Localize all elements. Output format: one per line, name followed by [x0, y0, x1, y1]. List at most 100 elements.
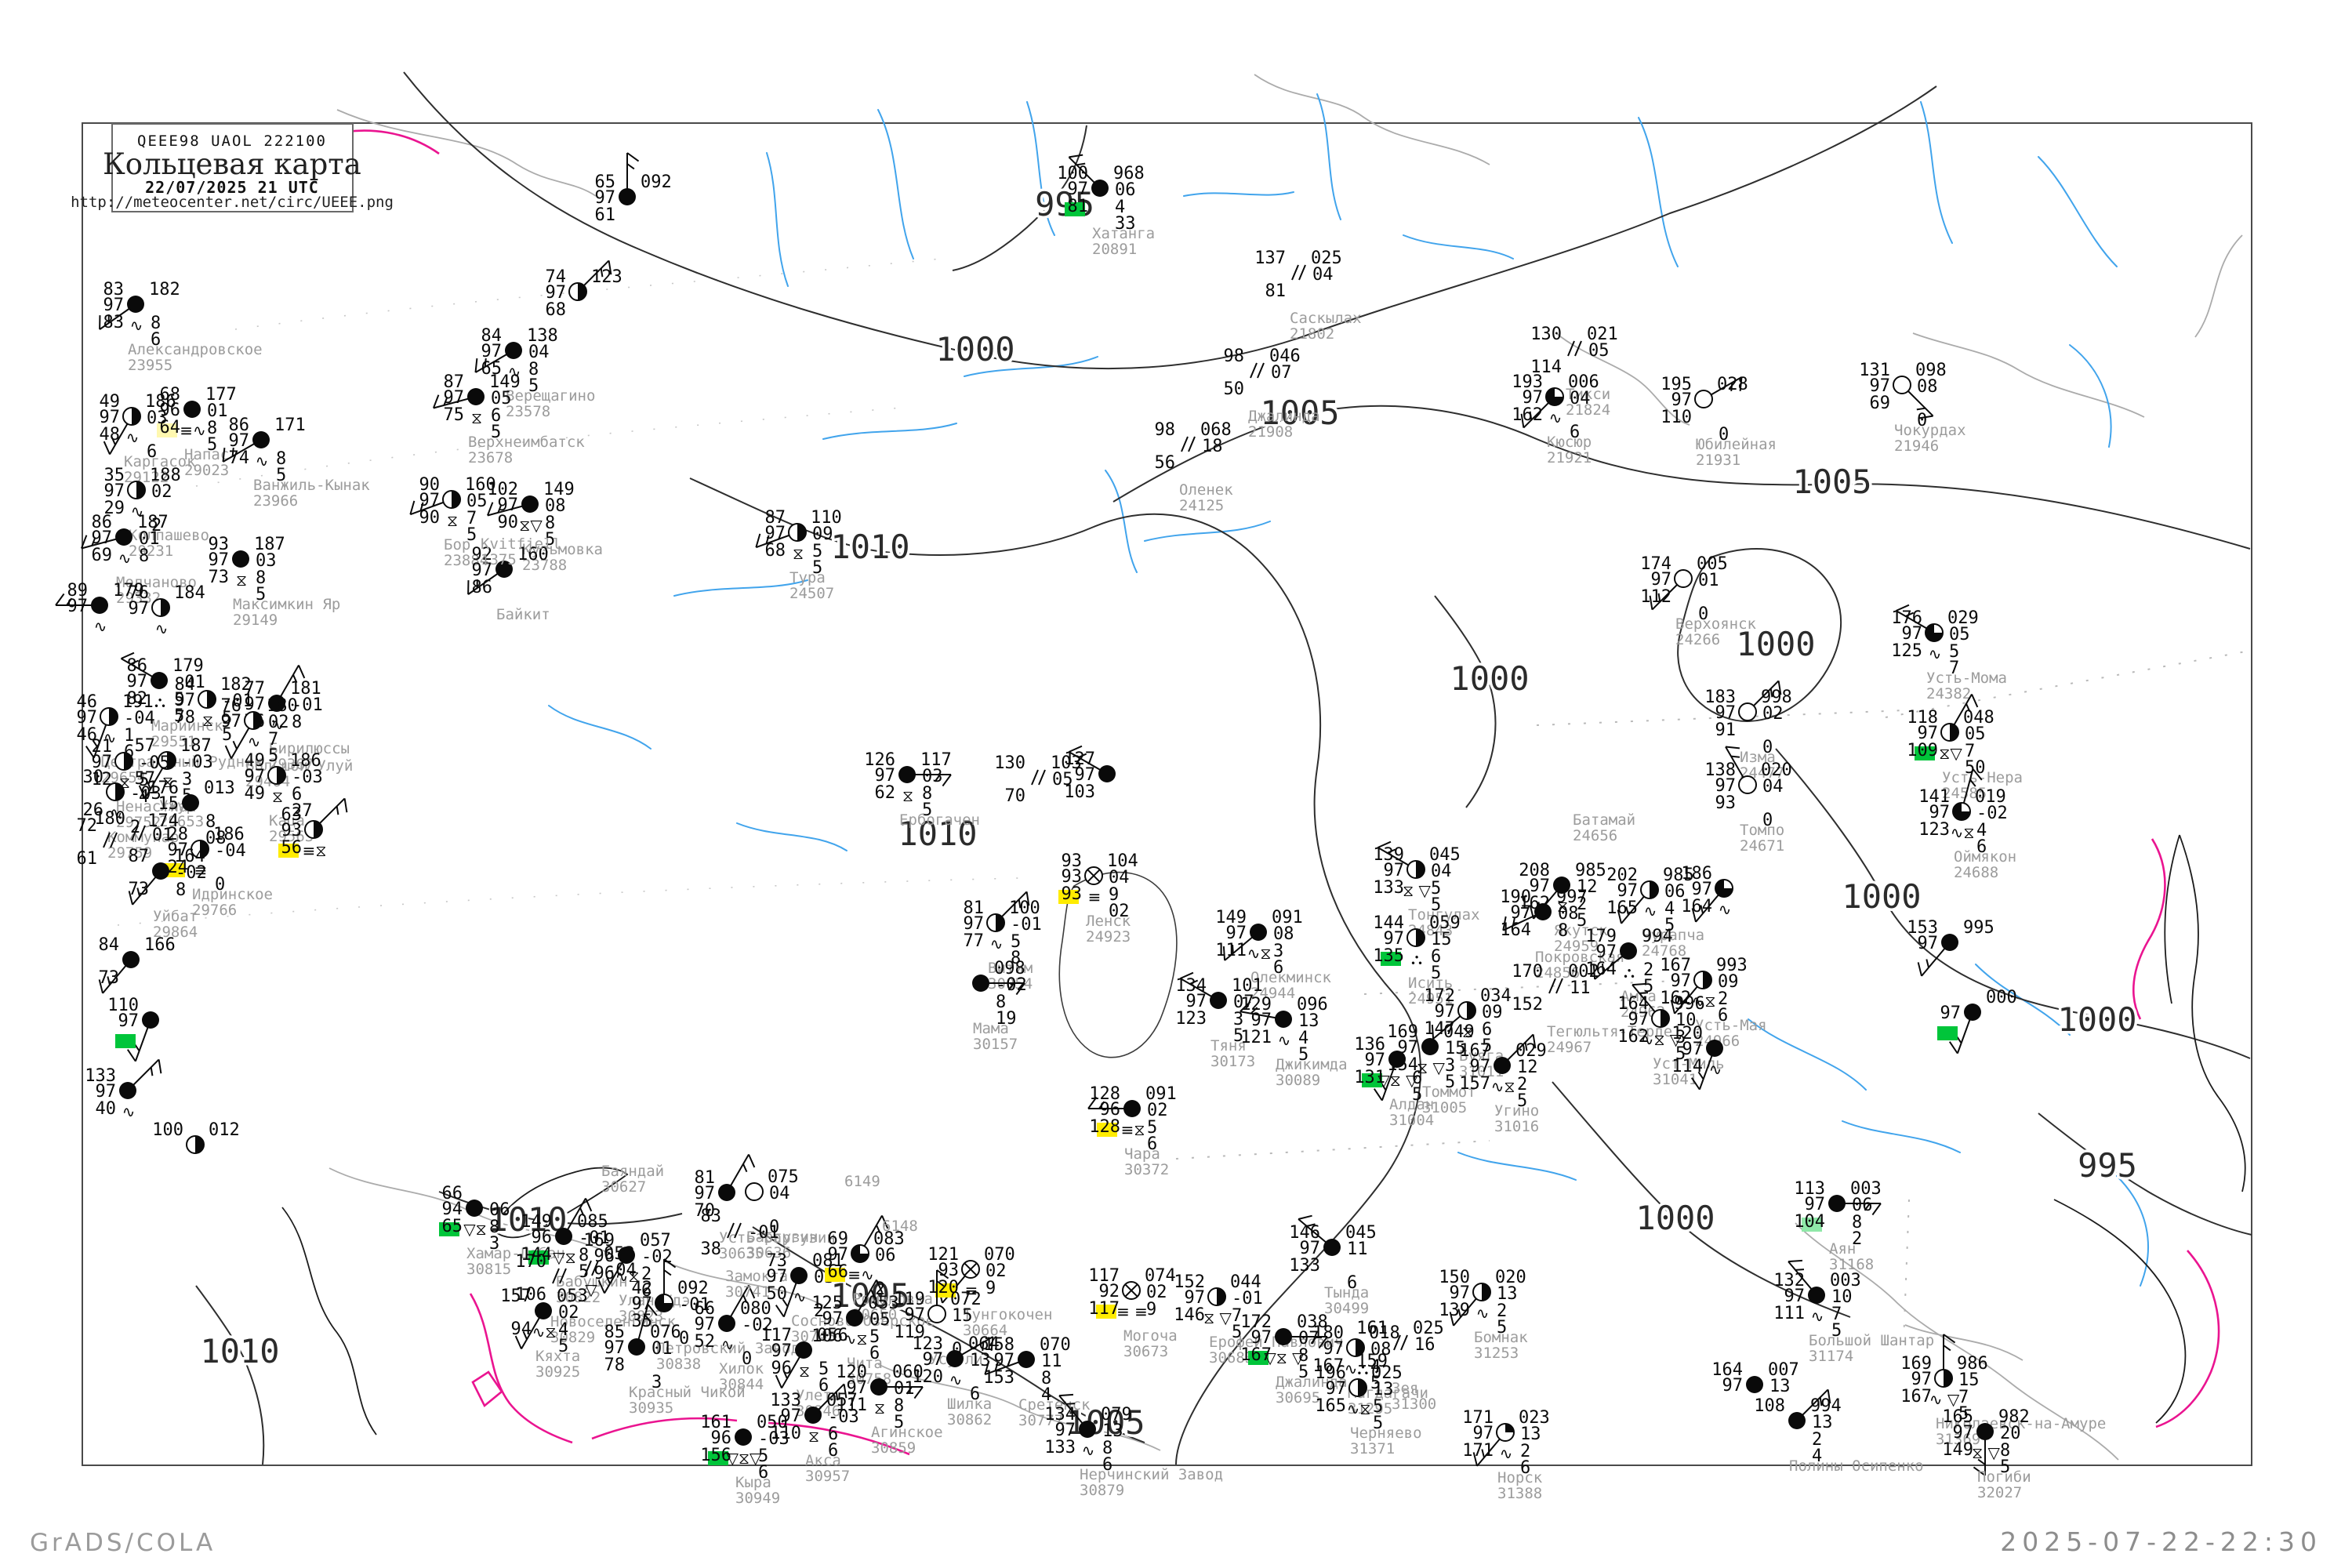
svg-text:29766: 29766	[192, 902, 237, 919]
gray-map-label: 6149	[844, 1173, 880, 1190]
svg-text:13: 13	[1769, 1377, 1791, 1396]
svg-text:4: 4	[1812, 1446, 1822, 1466]
svg-text:30173: 30173	[1210, 1053, 1255, 1070]
svg-text:0: 0	[215, 875, 225, 895]
svg-text:97: 97	[1384, 929, 1405, 949]
svg-text:29752: 29752	[116, 814, 161, 831]
svg-text:118: 118	[1907, 708, 1938, 728]
svg-text:04: 04	[528, 343, 550, 362]
svg-text:97: 97	[67, 597, 89, 616]
svg-text:Мама: Мама	[973, 1020, 1009, 1037]
svg-text:135: 135	[1373, 946, 1404, 966]
svg-text:Александровское: Александровское	[128, 341, 263, 358]
svg-text:208: 208	[1519, 861, 1550, 880]
gray-map-label: 6148	[882, 1218, 918, 1235]
svg-text:05: 05	[869, 1310, 891, 1330]
svg-text:46: 46	[77, 725, 98, 745]
svg-text:3: 3	[182, 770, 192, 789]
svg-text:-03: -03	[130, 784, 162, 804]
svg-text:Ербогачен: Ербогачен	[899, 811, 980, 829]
svg-text:074: 074	[1145, 1266, 1176, 1286]
svg-text:06: 06	[875, 1246, 896, 1265]
svg-text:Ерофей Павлович: Ерофей Павлович	[1209, 1334, 1344, 1351]
svg-text:6: 6	[1520, 1458, 1530, 1478]
svg-text:-02: -02	[742, 1316, 773, 1335]
svg-text:02: 02	[558, 1303, 579, 1323]
svg-text:111: 111	[1773, 1304, 1805, 1323]
svg-text:4: 4	[1041, 1385, 1051, 1405]
svg-text:06: 06	[1115, 180, 1136, 200]
svg-text:080: 080	[740, 1299, 771, 1319]
svg-text:02: 02	[1147, 1101, 1168, 1120]
svg-text:13: 13	[1497, 1284, 1518, 1304]
svg-text:Бомнак: Бомнак	[1474, 1329, 1528, 1346]
svg-text:Чита: Чита	[847, 1355, 883, 1372]
isobar-label: 1005	[1260, 394, 1339, 432]
station-plot: 72 61	[77, 816, 118, 869]
svg-text:33: 33	[1115, 214, 1136, 234]
svg-text:30372: 30372	[1124, 1161, 1169, 1178]
svg-text:025: 025	[1371, 1363, 1403, 1383]
svg-text:⧖: ⧖	[272, 787, 283, 806]
svg-text:29551: 29551	[151, 733, 196, 750]
svg-text:085: 085	[577, 1212, 608, 1232]
svg-text:83: 83	[103, 313, 125, 332]
svg-text:059: 059	[1429, 913, 1461, 933]
svg-text:73: 73	[767, 1251, 788, 1271]
svg-text:044: 044	[1230, 1272, 1261, 1292]
svg-text:Томмот: Томмот	[1422, 1083, 1476, 1101]
svg-text:180: 180	[94, 809, 125, 829]
svg-text:12: 12	[1577, 877, 1598, 897]
svg-text:Колпашево: Колпашево	[129, 527, 209, 544]
svg-text:5: 5	[1517, 1091, 1527, 1111]
svg-text:93: 93	[1715, 793, 1737, 813]
svg-text:Чара: Чара	[1124, 1145, 1160, 1163]
svg-text:Бабушкин: Бабушкин	[556, 1273, 628, 1290]
svg-text:86: 86	[92, 513, 113, 532]
svg-text:97: 97	[632, 1294, 653, 1314]
svg-text:187: 187	[180, 736, 212, 756]
svg-text:131: 131	[1354, 1068, 1385, 1087]
svg-text:075: 075	[768, 1167, 799, 1187]
svg-text:5: 5	[1412, 1085, 1422, 1105]
svg-text:Усть-Нера: Усть-Нера	[1942, 769, 2023, 786]
svg-text:0: 0	[1719, 425, 1729, 445]
svg-text:75: 75	[444, 405, 465, 425]
svg-text:-03: -03	[828, 1407, 859, 1427]
svg-text:7: 7	[466, 509, 477, 528]
svg-text:076: 076	[650, 1323, 681, 1342]
svg-text:5: 5	[174, 706, 184, 726]
svg-text:0: 0	[679, 1329, 689, 1348]
svg-text:∿⧖: ∿⧖	[844, 1330, 868, 1348]
svg-text:69: 69	[92, 546, 113, 565]
svg-text:8: 8	[1558, 921, 1568, 941]
svg-text:∿⧖: ∿⧖	[532, 1323, 557, 1341]
svg-text:∿⧖: ∿⧖	[615, 1267, 640, 1286]
svg-text:Чокурдах: Чокурдах	[1894, 422, 1966, 439]
svg-text:05: 05	[1588, 341, 1610, 361]
svg-text:97: 97	[1450, 1283, 1471, 1303]
svg-text:30957: 30957	[805, 1468, 850, 1485]
svg-text:∿: ∿	[1500, 1444, 1513, 1463]
svg-text:24944: 24944	[1250, 985, 1295, 1002]
svg-text:∿: ∿	[1709, 1060, 1722, 1079]
svg-text:74: 74	[229, 448, 250, 468]
svg-text:50: 50	[767, 1284, 788, 1304]
svg-text:94: 94	[442, 1200, 463, 1219]
svg-text:06: 06	[1664, 882, 1686, 902]
svg-text:149: 149	[521, 1212, 552, 1232]
svg-text:∿: ∿	[508, 362, 521, 381]
svg-text:81: 81	[964, 898, 985, 918]
svg-text:Kvitfjell: Kvitfjell	[481, 535, 561, 553]
